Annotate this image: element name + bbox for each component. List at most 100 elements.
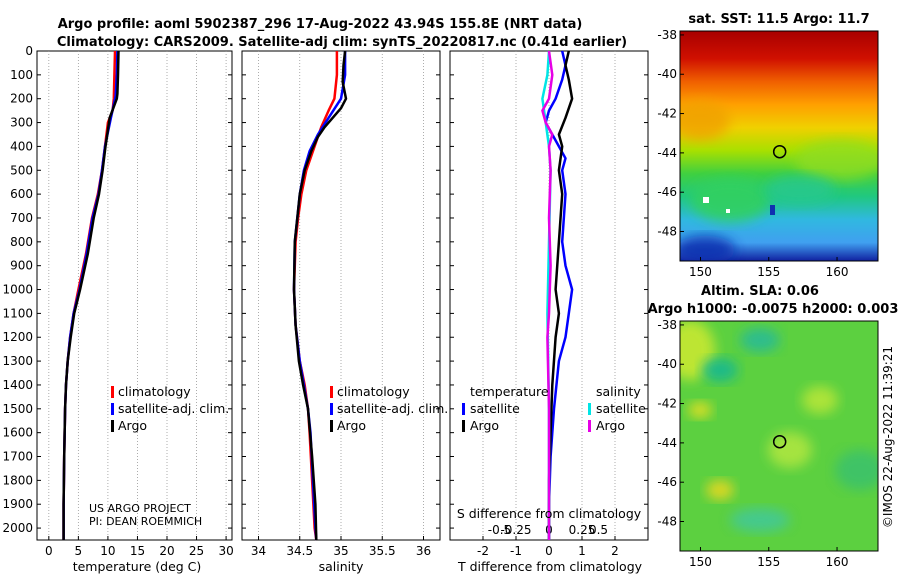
sst-heatmap	[680, 31, 878, 261]
legend-label-sal-satellite: satellite	[596, 401, 646, 416]
x-tick-label: 20	[159, 544, 174, 558]
sla-yellow-patch	[688, 402, 712, 418]
map-y-tick-label: -46	[657, 475, 677, 489]
sla-green-patch	[835, 450, 878, 490]
map-x-tick-label: 160	[826, 265, 849, 279]
sla-heatmap	[680, 321, 878, 551]
y-tick-label: 100	[10, 68, 33, 82]
y-tick-label: 500	[10, 163, 33, 177]
y-tick-label: 1200	[2, 330, 33, 344]
legend-swatch-argo	[111, 420, 114, 432]
x-tick-label: 36	[416, 544, 431, 558]
map-y-tick-label: -44	[657, 146, 677, 160]
salinity-panel	[241, 50, 441, 541]
legend-swatch-temp-argo	[462, 420, 465, 432]
series-line-argo	[62, 50, 120, 540]
timestamp: ©IMOS 22-Aug-2022 11:39:21	[881, 346, 895, 528]
y-tick-label: 1300	[2, 354, 33, 368]
x-tick-label: -2	[477, 544, 489, 558]
sst-map-frame	[679, 30, 879, 262]
series-line-temperature-argo	[547, 50, 574, 540]
project-credit: US ARGO PROJECT	[89, 502, 191, 515]
legend-label-sal-argo: Argo	[596, 418, 625, 433]
sst-warm-patch	[680, 100, 730, 140]
map-x-tick-label: 160	[826, 555, 849, 569]
map-y-tick-label: -40	[657, 357, 677, 371]
map-y-tick-label: -44	[657, 436, 677, 450]
legend-label-climatology: climatology	[337, 384, 410, 399]
legend-label-argo: Argo	[337, 418, 366, 433]
y-tick-label: 700	[10, 211, 33, 225]
map-y-tick-label: -42	[657, 107, 677, 121]
map-y-tick-label: -48	[657, 225, 677, 239]
x-tick-label: 35.5	[369, 544, 396, 558]
y-tick-label: 900	[10, 259, 33, 273]
y-tick-label: 400	[10, 139, 33, 153]
sst-map-title: sat. SST: 11.5 Argo: 11.7	[688, 12, 869, 27]
map-y-tick-label: -38	[657, 28, 677, 42]
sla-teal-patch	[730, 508, 790, 532]
figure-title-line2: Climatology: CARS2009. Satellite-adj cli…	[57, 35, 627, 50]
series-line-argo	[292, 50, 348, 541]
legend-swatch-satellite-adj	[111, 403, 114, 415]
map-y-tick-label: -40	[657, 67, 677, 81]
series-line-climatology	[292, 51, 339, 541]
x-tick-label: 5	[75, 544, 83, 558]
legend-title-temperature: temperature	[470, 384, 549, 399]
legend-temperature: climatology satellite-adj. clim. Argo	[111, 384, 229, 433]
y-tick-label: 0	[25, 44, 33, 58]
legend-swatch-climatology	[330, 386, 333, 398]
sst-argo-location-marker	[772, 144, 787, 159]
x-tick-label: 34.5	[286, 544, 313, 558]
y-tick-label: 1600	[2, 426, 33, 440]
t-difference-axis-label: T difference from climatology	[457, 559, 643, 574]
series-line-temperature-satellite	[544, 50, 574, 540]
x-tick-label: 30	[218, 544, 233, 558]
y-tick-label: 1900	[2, 497, 33, 511]
sla-map-title-line2: Argo h1000: -0.0075 h2000: 0.003	[648, 302, 899, 317]
s-diff-tick-label: 0.5	[589, 523, 608, 537]
legend-salinity: climatology satellite-adj. clim. Argo	[330, 384, 448, 433]
sla-teal-patch	[702, 358, 738, 382]
legend-title-salinity: salinity	[596, 384, 641, 399]
temperature-panel	[36, 50, 233, 541]
sla-yellow-patch	[706, 480, 734, 500]
legend-swatch-sal-argo	[588, 420, 591, 432]
map-x-tick-label: 155	[757, 265, 780, 279]
x-tick-label: 15	[130, 544, 145, 558]
legend-label-satellite-adj: satellite-adj. clim.	[118, 401, 229, 416]
sst-dark-pixel	[770, 205, 775, 215]
legend-swatch-sal-satellite	[588, 403, 591, 415]
legend-label-satellite-adj: satellite-adj. clim.	[337, 401, 448, 416]
legend-label-argo: Argo	[118, 418, 147, 433]
legend-difference: temperature salinity satellite Argo sate…	[462, 384, 646, 433]
y-tick-label: 2000	[2, 521, 33, 535]
sla-map-frame	[679, 320, 879, 552]
x-tick-label: 1	[578, 544, 586, 558]
y-tick-label: 300	[10, 116, 33, 130]
map-y-tick-label: -48	[657, 515, 677, 529]
x-tick-label: 10	[100, 544, 115, 558]
y-tick-label: 1000	[2, 283, 33, 297]
legend-label-temp-satellite: satellite	[470, 401, 520, 416]
legend-swatch-climatology	[111, 386, 114, 398]
sst-teal-patch	[765, 175, 835, 205]
figure-title-line1: Argo profile: aoml 5902387_296 17-Aug-20…	[58, 17, 583, 32]
map-x-tick-label: 150	[689, 265, 712, 279]
y-tick-label: 1500	[2, 402, 33, 416]
legend-swatch-satellite-adj	[330, 403, 333, 415]
s-difference-axis-label: S difference from climatology	[457, 506, 642, 521]
sst-cloud-pixel	[703, 197, 709, 203]
sst-green-patch	[690, 178, 770, 222]
map-y-tick-label: -38	[657, 318, 677, 332]
map-y-tick-label: -42	[657, 397, 677, 411]
y-tick-label: 1700	[2, 450, 33, 464]
legend-swatch-argo	[330, 420, 333, 432]
x-tick-label: 2	[611, 544, 619, 558]
x-tick-label: -1	[510, 544, 522, 558]
legend-label-climatology: climatology	[118, 384, 191, 399]
sla-teal-patch	[740, 328, 780, 352]
sla-yellow-patch	[768, 432, 812, 468]
sla-map-title-line1: Altim. SLA: 0.06	[701, 284, 819, 299]
y-tick-label: 800	[10, 235, 33, 249]
